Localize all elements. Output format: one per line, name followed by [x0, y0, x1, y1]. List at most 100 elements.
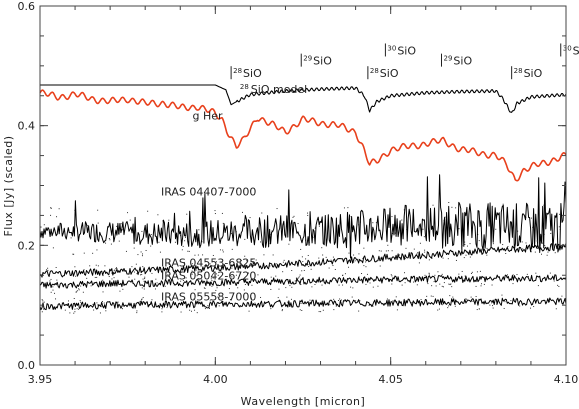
noise-dot [116, 268, 118, 270]
noise-dot [218, 305, 220, 307]
noise-dot [286, 296, 288, 298]
noise-dot [79, 300, 81, 302]
noise-dot [244, 238, 246, 240]
noise-dot [229, 298, 231, 300]
noise-dot [154, 288, 156, 290]
noise-dot [142, 297, 144, 299]
noise-dot [175, 275, 177, 277]
noise-dot [56, 216, 58, 218]
noise-dot [395, 296, 397, 298]
noise-dot [214, 213, 216, 215]
noise-dot [186, 213, 188, 215]
noise-dot [69, 312, 71, 314]
noise-dot [230, 233, 232, 235]
line-marker-label: 28SiO [370, 67, 399, 80]
noise-dot [174, 241, 176, 243]
noise-dot [119, 290, 121, 292]
series-layer [39, 84, 567, 314]
noise-dot [329, 304, 331, 306]
noise-dot [118, 240, 120, 242]
noise-dot [441, 285, 443, 287]
noise-dot [422, 228, 424, 230]
noise-dot [314, 283, 316, 285]
noise-dot [183, 261, 185, 263]
noise-dot [270, 276, 272, 278]
noise-dot [212, 277, 214, 279]
noise-dot [257, 274, 259, 276]
noise-dot [191, 270, 193, 272]
noise-dot [423, 236, 425, 238]
noise-dot [537, 247, 539, 249]
noise-dot [94, 276, 96, 278]
series-label: IRAS 05042-6720 [161, 269, 256, 282]
noise-dot [430, 295, 432, 297]
noise-dot [254, 302, 256, 304]
noise-dot [391, 275, 393, 277]
noise-dot [93, 309, 95, 311]
noise-dot [368, 304, 370, 306]
noise-dot [390, 274, 392, 276]
noise-dot [144, 276, 146, 278]
y-tick-label: 0.0 [18, 359, 36, 372]
noise-dot [231, 267, 233, 269]
noise-dot [387, 250, 389, 252]
noise-dot [530, 217, 532, 219]
noise-dot [136, 310, 138, 312]
noise-dot [75, 291, 77, 293]
noise-dot [277, 297, 279, 299]
noise-dot [299, 274, 301, 276]
noise-dot [449, 284, 451, 286]
noise-dot [212, 254, 214, 256]
noise-dot [72, 253, 74, 255]
noise-dot [465, 298, 467, 300]
noise-dot [537, 285, 539, 287]
noise-dot [441, 273, 443, 275]
noise-dot [243, 289, 245, 291]
noise-dot [143, 288, 145, 290]
noise-dot [237, 287, 239, 289]
noise-dot [307, 214, 309, 216]
noise-dot [502, 244, 504, 246]
y-tick-label: 0.6 [18, 0, 36, 13]
noise-dot [359, 300, 361, 302]
noise-dot [187, 250, 189, 252]
noise-dot [203, 287, 205, 289]
noise-dot [133, 271, 135, 273]
noise-dot [58, 208, 60, 210]
noise-dot [353, 261, 355, 263]
noise-dot [426, 295, 428, 297]
noise-dot [148, 305, 150, 307]
noise-dot [337, 299, 339, 301]
noise-dot [137, 254, 139, 256]
noise-dot [150, 245, 152, 247]
noise-dot [432, 295, 434, 297]
y-tick-label: 0.2 [18, 239, 36, 252]
noise-dot [55, 266, 57, 268]
noise-dot [554, 252, 556, 254]
noise-dot [301, 270, 303, 272]
line-marker-label: 28SiO [233, 67, 262, 80]
noise-dot [41, 311, 43, 313]
noise-dot [82, 291, 84, 293]
noise-dot [358, 253, 360, 255]
noise-dot [141, 230, 143, 232]
noise-dot [461, 270, 463, 272]
noise-dot [314, 227, 316, 229]
noise-dot [330, 259, 332, 261]
noise-dot [464, 241, 466, 243]
noise-dot [507, 245, 509, 247]
noise-dot [350, 286, 352, 288]
noise-dot [391, 216, 393, 218]
noise-dot [275, 263, 277, 265]
noise-dot [50, 214, 52, 216]
noise-dot [269, 265, 271, 267]
noise-dot [228, 288, 230, 290]
noise-dot [278, 301, 280, 303]
noise-dot [452, 296, 454, 298]
x-tick-label: 4.05 [378, 373, 403, 386]
noise-dot [95, 264, 97, 266]
noise-dot [405, 247, 407, 249]
noise-dot [475, 285, 477, 287]
series-line-iras-05042-6720 [39, 274, 567, 289]
